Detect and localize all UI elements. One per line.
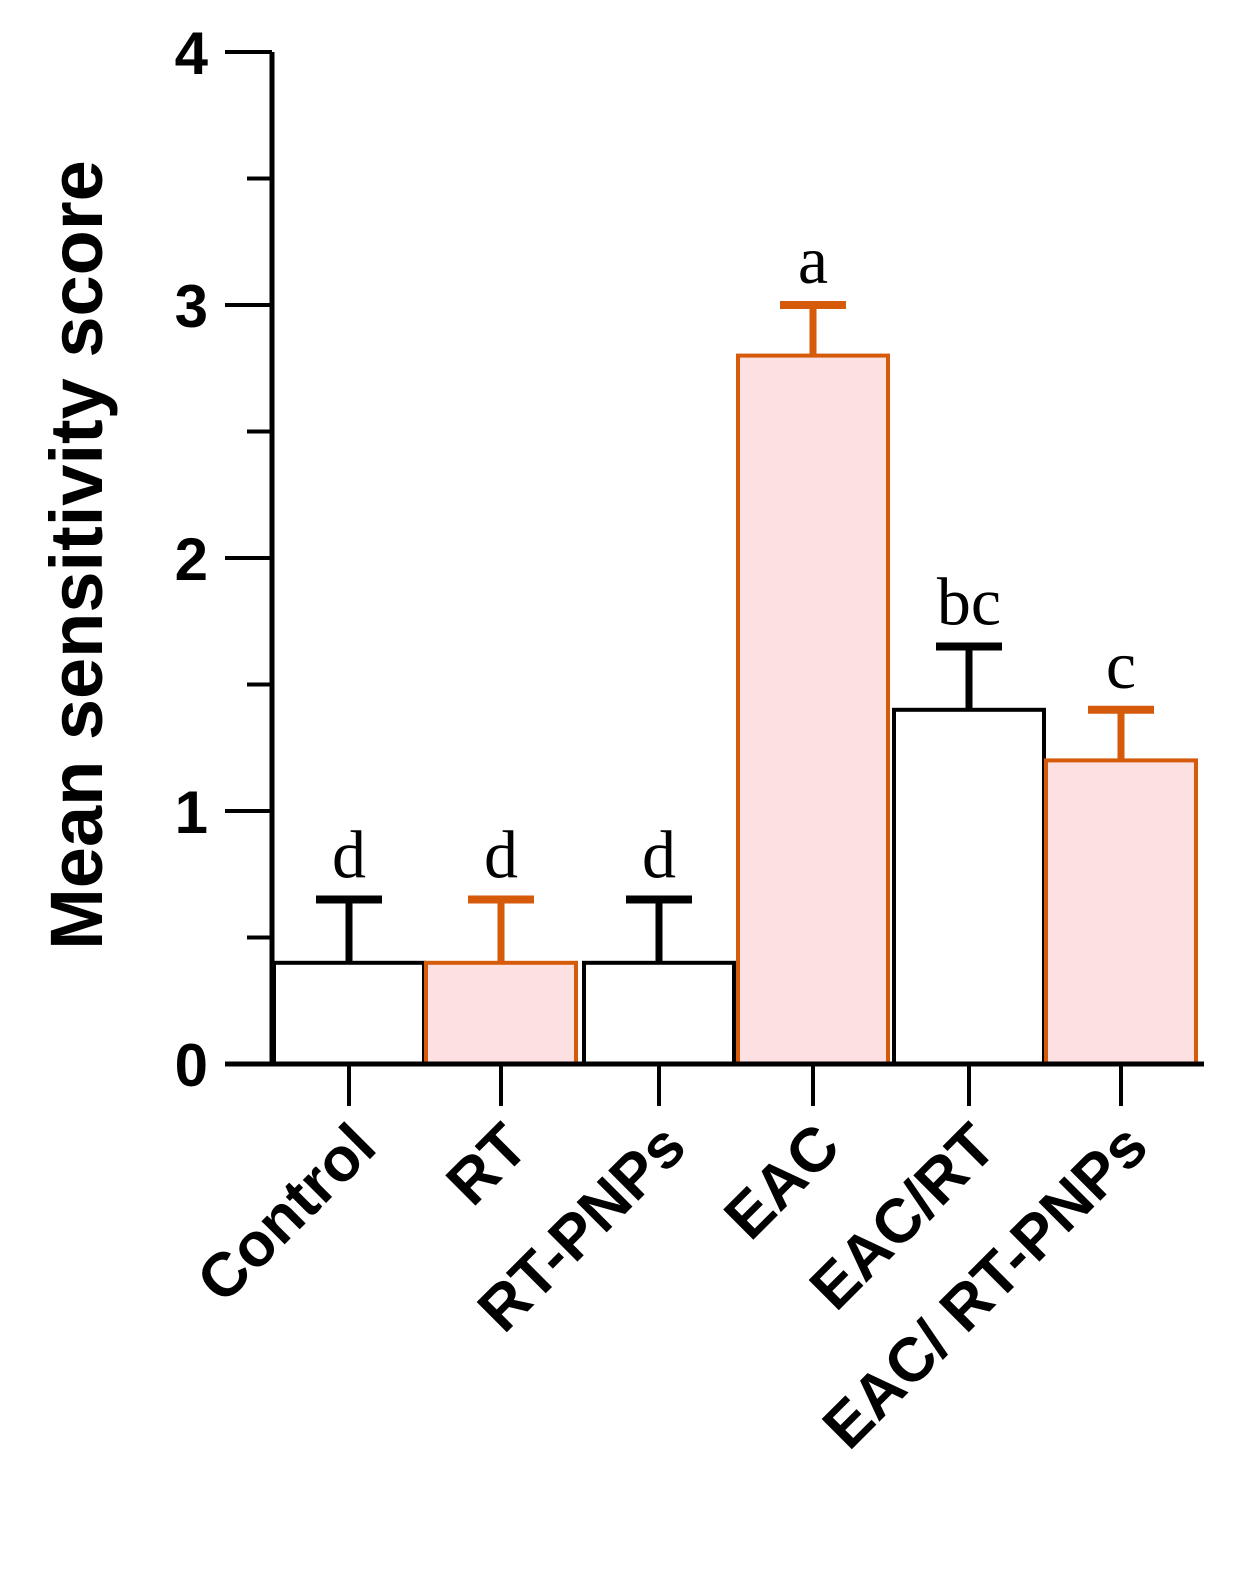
x-tick-label: EAC xyxy=(712,1111,853,1252)
significance-letter: c xyxy=(1106,627,1136,703)
y-axis-label: Mean sensitivity score xyxy=(35,160,118,950)
significance-letter: a xyxy=(798,222,828,298)
bar-eac xyxy=(736,353,890,1067)
y-tick-label: 2 xyxy=(175,526,208,593)
y-tick-label: 4 xyxy=(175,20,209,87)
x-tick-label: RT xyxy=(434,1111,541,1218)
bar-control xyxy=(272,960,426,1066)
y-tick-label: 3 xyxy=(175,273,208,340)
error-bars-layer xyxy=(316,301,1154,963)
bar-eac-rt-pnps xyxy=(1044,758,1198,1067)
significance-letters-layer: d d d a bc c xyxy=(332,222,1136,893)
significance-letter: bc xyxy=(937,564,1001,640)
y-tick-label: 1 xyxy=(175,779,208,846)
bar-rt-pnps xyxy=(582,960,736,1066)
y-ticks-layer: 0 1 2 3 4 xyxy=(175,20,272,1099)
x-tick-label: Control xyxy=(184,1111,389,1316)
bars-layer xyxy=(272,353,1198,1067)
y-tick-label: 0 xyxy=(175,1032,208,1099)
significance-letter: d xyxy=(642,817,676,893)
bar-eac-rt xyxy=(892,707,1046,1066)
significance-letter: d xyxy=(484,817,518,893)
significance-letter: d xyxy=(332,817,366,893)
bar-rt xyxy=(424,960,578,1066)
